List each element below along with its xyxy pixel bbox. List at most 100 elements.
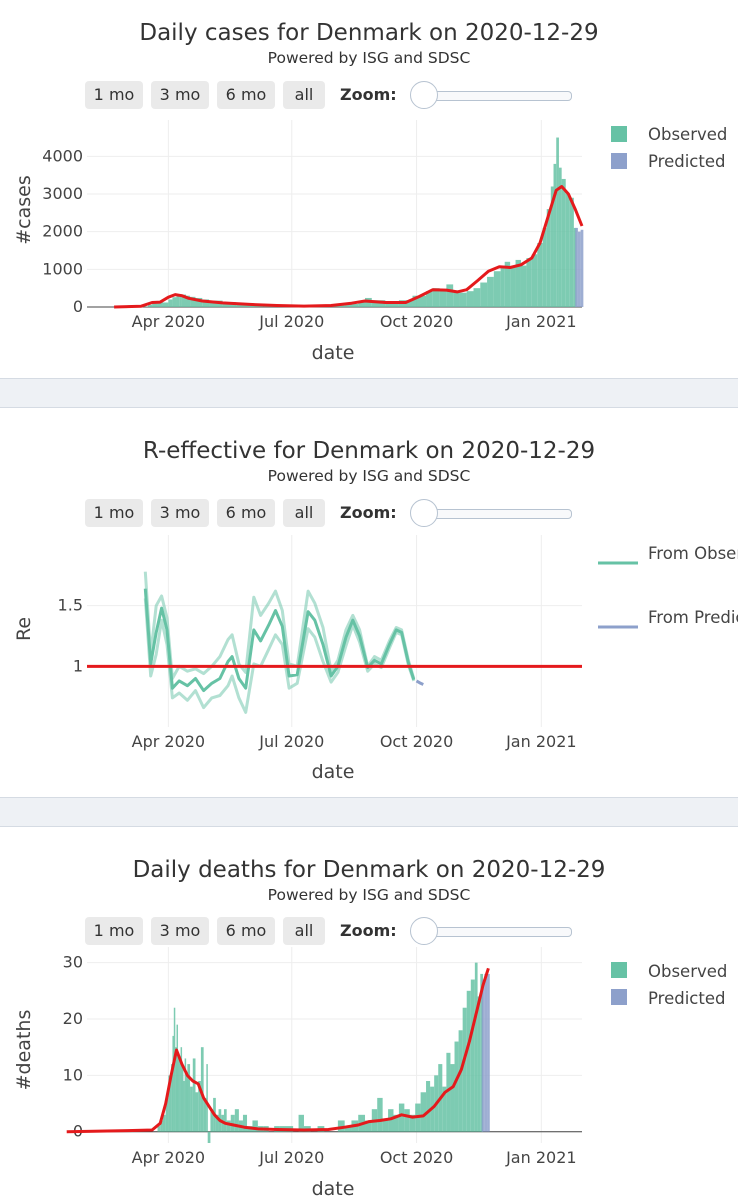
ci-band-line xyxy=(143,571,416,680)
range-button-3mo[interactable]: 3 mo xyxy=(151,499,209,527)
predicted-bar xyxy=(481,979,485,1132)
observed-bar xyxy=(148,304,153,307)
legend-label-predicted[interactable]: Predicted xyxy=(648,152,725,171)
observed-bar xyxy=(176,1024,179,1132)
legend-swatch-observed[interactable] xyxy=(611,962,627,978)
legend-label-from-observed[interactable]: From Observed xyxy=(648,544,738,563)
observed-bar xyxy=(172,1035,174,1132)
predicted-bar xyxy=(577,231,581,307)
chart-title: Daily cases for Denmark on 2020-12-29 xyxy=(139,20,599,46)
observed-bar xyxy=(537,242,543,307)
range-button-all[interactable]: all xyxy=(283,499,325,527)
observed-bar xyxy=(520,265,527,307)
range-button-6mo[interactable]: 6 mo xyxy=(217,917,275,945)
observed-bar xyxy=(510,267,516,307)
deaths-panel: Daily deaths for Denmark on 2020-12-29 P… xyxy=(0,827,738,1200)
observed-bar xyxy=(190,296,196,307)
observed-bar xyxy=(223,1109,227,1132)
observed-bar xyxy=(215,1114,219,1132)
observed-bar xyxy=(207,1131,211,1143)
x-tick-label: Oct 2020 xyxy=(380,1148,453,1167)
legend-label-from-predicted[interactable]: From Predicted xyxy=(648,608,738,627)
observed-bar xyxy=(480,282,488,307)
observed-bar xyxy=(186,1075,188,1132)
observed-bar xyxy=(200,1047,204,1132)
observed-bar xyxy=(230,1114,235,1132)
observed-bar xyxy=(526,258,532,307)
x-axis-label: date xyxy=(312,342,355,364)
range-button-1mo[interactable]: 1 mo xyxy=(85,81,143,109)
observed-bar xyxy=(176,295,180,307)
observed-bar xyxy=(561,178,566,307)
range-button-1mo[interactable]: 1 mo xyxy=(85,917,143,945)
observed-bar xyxy=(462,1007,467,1132)
observed-bar xyxy=(226,1120,231,1132)
legend-label-observed[interactable]: Observed xyxy=(648,125,727,144)
observed-bar xyxy=(474,962,478,1132)
observed-bar xyxy=(553,163,557,307)
chart-title: Daily deaths for Denmark on 2020-12-29 xyxy=(132,857,606,883)
observed-bar xyxy=(531,254,538,307)
observed-bar xyxy=(569,197,574,307)
observed-bar xyxy=(542,227,547,307)
legend-swatch-observed[interactable] xyxy=(611,126,627,142)
zoom-slider-knob[interactable] xyxy=(410,499,438,527)
observed-bar xyxy=(446,1052,451,1132)
x-tick-label: Apr 2020 xyxy=(132,312,205,331)
legend-label-predicted[interactable]: Predicted xyxy=(648,989,725,1008)
x-tick-label: Jan 2021 xyxy=(505,732,576,751)
chart-subtitle: Powered by ISG and SDSC xyxy=(267,886,471,904)
re-panel: R-effective for Denmark on 2020-12-29 Po… xyxy=(0,408,738,797)
observed-bar xyxy=(202,299,210,307)
zoom-slider-knob[interactable] xyxy=(410,917,438,945)
observed-bar xyxy=(500,265,505,307)
cases-panel: Daily cases for Denmark on 2020-12-29 Po… xyxy=(0,0,738,378)
x-tick-label: Jan 2021 xyxy=(505,1148,576,1167)
observed-bar xyxy=(409,1114,416,1132)
y-tick-label: 1000 xyxy=(42,259,83,278)
legend-label-line: From Observed xyxy=(648,544,738,563)
observed-re-line xyxy=(143,588,416,693)
y-tick-label: 3000 xyxy=(42,184,83,203)
panel-separator xyxy=(0,797,738,827)
y-tick-label: 4000 xyxy=(42,146,83,165)
observed-bar xyxy=(179,1058,181,1132)
observed-bar xyxy=(162,302,169,307)
x-tick-label: Apr 2020 xyxy=(132,732,205,751)
observed-bar xyxy=(404,1109,410,1132)
observed-bar xyxy=(477,996,481,1132)
range-button-1mo[interactable]: 1 mo xyxy=(85,499,143,527)
observed-bar xyxy=(192,1058,196,1132)
observed-bar xyxy=(377,1097,383,1132)
observed-bar xyxy=(206,1064,208,1132)
zoom-slider-knob[interactable] xyxy=(410,81,438,109)
observed-bar xyxy=(487,276,494,307)
observed-bar xyxy=(556,137,559,307)
observed-bar xyxy=(186,295,191,307)
legend-swatch-predicted[interactable] xyxy=(611,153,627,169)
x-tick-label: Jan 2021 xyxy=(505,312,576,331)
observed-bar xyxy=(365,1120,372,1132)
observed-bar xyxy=(459,292,467,307)
observed-bar xyxy=(160,1120,163,1132)
observed-bar xyxy=(195,1092,199,1132)
observed-bar xyxy=(203,1097,207,1132)
legend-swatch-predicted[interactable] xyxy=(611,989,627,1005)
range-button-all[interactable]: all xyxy=(283,917,325,945)
range-button-all[interactable]: all xyxy=(283,81,325,109)
observed-bar xyxy=(426,1081,431,1132)
fit-line xyxy=(114,185,584,309)
range-button-6mo[interactable]: 6 mo xyxy=(217,81,275,109)
range-button-3mo[interactable]: 3 mo xyxy=(151,917,209,945)
observed-bar xyxy=(157,301,163,307)
y-tick-label: 1 xyxy=(73,656,83,675)
observed-bar xyxy=(344,303,359,307)
legend-label-line: From Predicted xyxy=(648,608,738,627)
range-button-3mo[interactable]: 3 mo xyxy=(151,81,209,109)
y-tick-label: 20 xyxy=(63,1009,83,1028)
legend-label-observed[interactable]: Observed xyxy=(648,962,727,981)
range-button-6mo[interactable]: 6 mo xyxy=(217,499,275,527)
observed-bar xyxy=(450,1064,455,1132)
observed-bar xyxy=(466,291,474,307)
observed-bar xyxy=(398,1103,405,1132)
